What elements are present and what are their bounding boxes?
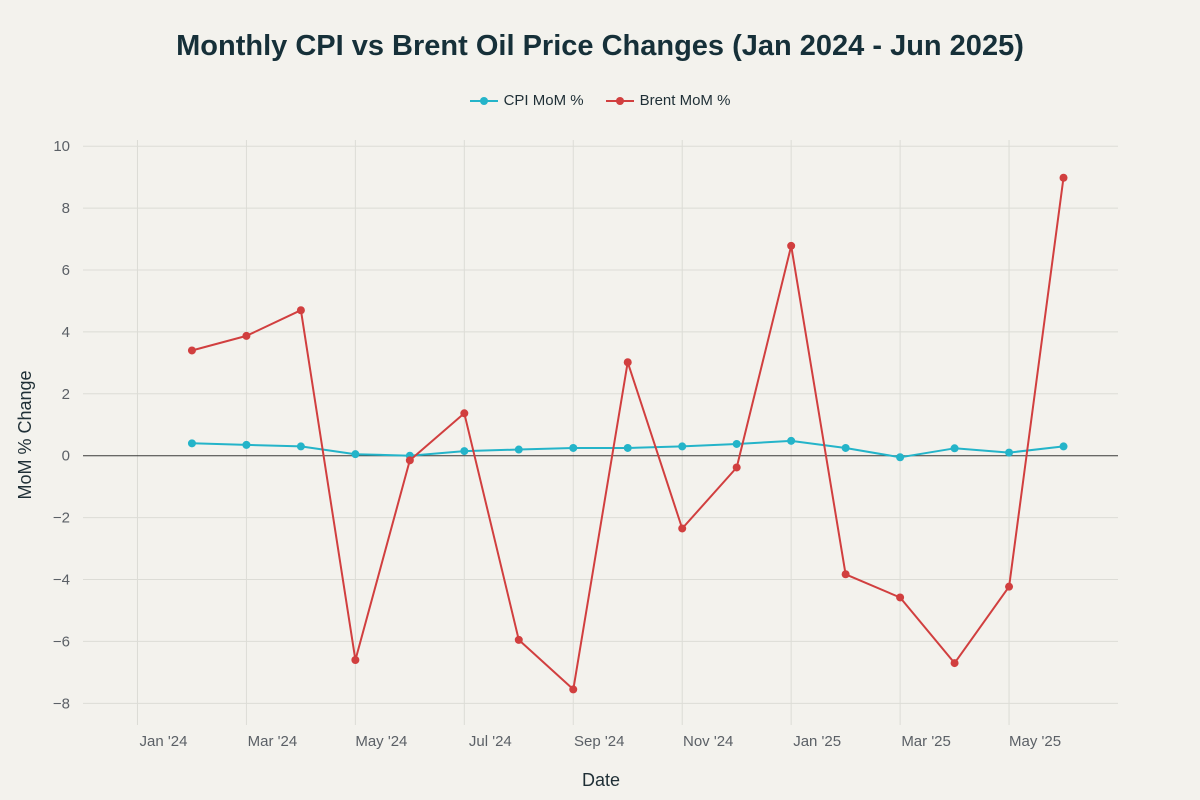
- data-point-brent[interactable]: [405, 456, 414, 465]
- data-point-brent[interactable]: [841, 570, 850, 579]
- y-tick-label: −2: [53, 510, 70, 527]
- data-point-brent[interactable]: [896, 593, 905, 602]
- x-tick-label: May '25: [1009, 733, 1061, 750]
- series-line-brent: [191, 177, 1065, 691]
- x-tick-label: Jul '24: [469, 733, 512, 750]
- x-tick-label: Mar '25: [901, 733, 951, 750]
- y-tick-label: 0: [62, 448, 70, 465]
- data-point-cpi[interactable]: [896, 453, 905, 462]
- data-point-cpi[interactable]: [1059, 442, 1068, 451]
- data-point-brent[interactable]: [460, 409, 469, 418]
- x-tick-label: Jan '24: [140, 733, 188, 750]
- y-tick-labels: 10 8 6 4 2 0 −2 −4 −6 −8: [53, 138, 70, 712]
- legend-label-cpi: CPI MoM %: [503, 92, 584, 109]
- data-point-cpi[interactable]: [623, 443, 632, 452]
- x-tick-labels: Jan '24 Mar '24 May '24 Jul '24 Sep '24 Nov '…: [140, 733, 1062, 750]
- data-point-cpi[interactable]: [841, 443, 850, 452]
- data-point-cpi[interactable]: [732, 439, 741, 448]
- data-point-brent[interactable]: [569, 685, 578, 694]
- x-tick-label: Mar '24: [248, 733, 298, 750]
- y-tick-label: −8: [53, 695, 70, 712]
- legend-swatch-cpi: [469, 96, 498, 105]
- data-point-cpi[interactable]: [787, 436, 796, 445]
- y-tick-label: −4: [53, 572, 70, 589]
- y-tick-label: 10: [53, 138, 70, 155]
- y-tick-label: 2: [62, 386, 70, 403]
- data-point-cpi[interactable]: [351, 450, 360, 459]
- data-point-brent[interactable]: [1005, 582, 1014, 591]
- data-point-cpi[interactable]: [187, 439, 196, 448]
- chart-title: Monthly CPI vs Brent Oil Price Changes (…: [176, 30, 1024, 62]
- data-point-cpi[interactable]: [569, 443, 578, 452]
- data-point-brent[interactable]: [187, 346, 196, 355]
- data-point-brent[interactable]: [787, 241, 796, 250]
- x-tick-label: May '24: [355, 733, 407, 750]
- x-tick-label: Sep '24: [574, 733, 624, 750]
- data-point-brent[interactable]: [623, 358, 632, 367]
- data-point-brent[interactable]: [514, 635, 523, 644]
- legend-item-cpi[interactable]: CPI MoM %: [469, 92, 584, 109]
- data-point-cpi[interactable]: [242, 440, 251, 449]
- y-tick-label: −6: [53, 633, 70, 650]
- legend-swatch-brent: [605, 96, 634, 105]
- legend-item-brent[interactable]: Brent MoM %: [605, 92, 731, 109]
- data-point-cpi[interactable]: [514, 445, 523, 454]
- x-tick-label: Nov '24: [683, 733, 733, 750]
- data-point-cpi[interactable]: [1005, 448, 1014, 457]
- series-group: [187, 173, 1068, 694]
- y-tick-label: 4: [62, 324, 70, 341]
- data-point-brent[interactable]: [950, 659, 959, 668]
- data-point-brent[interactable]: [1059, 173, 1068, 182]
- data-point-cpi[interactable]: [296, 442, 305, 451]
- data-point-cpi[interactable]: [678, 442, 687, 451]
- legend-label-brent: Brent MoM %: [639, 92, 731, 109]
- data-point-brent[interactable]: [351, 656, 360, 664]
- y-tick-label: 6: [62, 262, 70, 279]
- data-point-brent[interactable]: [242, 331, 251, 340]
- data-point-cpi[interactable]: [460, 447, 469, 456]
- legend-marker-cpi: [479, 96, 488, 105]
- y-tick-label: 8: [62, 200, 70, 217]
- data-point-brent[interactable]: [296, 306, 305, 315]
- y-gridlines: [83, 145, 1118, 704]
- chart-legend: CPI MoM % Brent MoM %: [0, 92, 1200, 109]
- data-point-brent[interactable]: [678, 524, 687, 533]
- data-point-cpi[interactable]: [950, 444, 959, 453]
- data-point-brent[interactable]: [732, 463, 741, 472]
- x-gridlines: [136, 140, 1010, 725]
- x-axis-title: Date: [582, 770, 620, 790]
- legend-marker-brent: [615, 96, 624, 105]
- x-tick-label: Jan '25: [793, 733, 841, 750]
- y-axis-title: MoM % Change: [15, 370, 35, 499]
